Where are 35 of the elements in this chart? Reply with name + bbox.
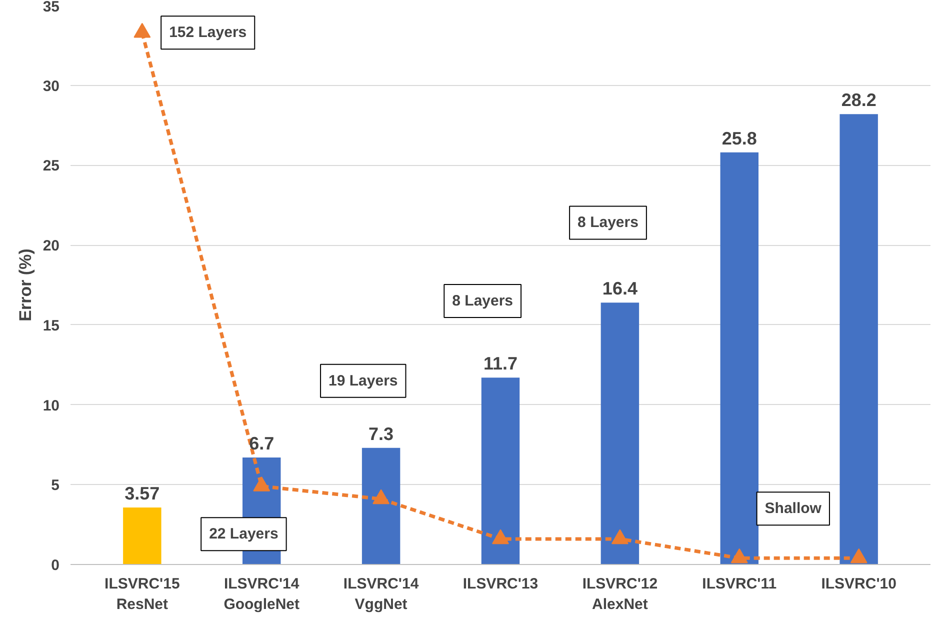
data-label: 16.4 [602,278,638,299]
x-tick-label: ILSVRC'15 ResNet [104,576,180,613]
data-label: 7.3 [368,424,394,444]
bar [840,114,878,564]
bar [720,152,758,564]
data-label: 11.7 [483,354,518,374]
data-label: 3.57 [124,483,160,504]
x-tick-label: ILSVRC'10 [821,576,896,592]
y-tick-label: 10 [42,397,60,414]
annotation: 8 Layers [578,214,638,232]
data-label: 28.2 [841,90,876,110]
y-tick-label: 5 [51,477,60,494]
x-tick-label: ILSVRC'14 GoogleNet [224,576,300,613]
annotation: Shallow [764,500,822,518]
y-tick-label: 30 [42,78,60,95]
y-tick-label: 0 [51,557,60,574]
y-tick-label: 15 [42,317,60,334]
bar [123,507,162,564]
x-tick-label: ILSVRC'14 VggNet [343,576,420,613]
y-tick-label: 25 [42,158,60,175]
annotation: 19 Layers [328,372,398,390]
x-tick-label: ILSVRC'11 [702,576,777,592]
annotation: 22 Layers [209,526,278,543]
y-tick-label: 35 [42,0,60,16]
y-axis-title: Error (%) [16,248,35,322]
bar [600,302,640,564]
x-tick-label: ILSVRC'12 AlexNet [582,576,658,613]
data-label: 6.7 [249,433,274,454]
bar [481,378,520,564]
x-tick-label: ILSVRC'13 [462,576,538,592]
y-tick-label: 20 [42,238,60,255]
bar [362,448,400,564]
data-label: 25.8 [722,128,757,148]
annotation: 8 Layers [452,292,514,310]
annotation: 152 Layers [169,24,247,42]
